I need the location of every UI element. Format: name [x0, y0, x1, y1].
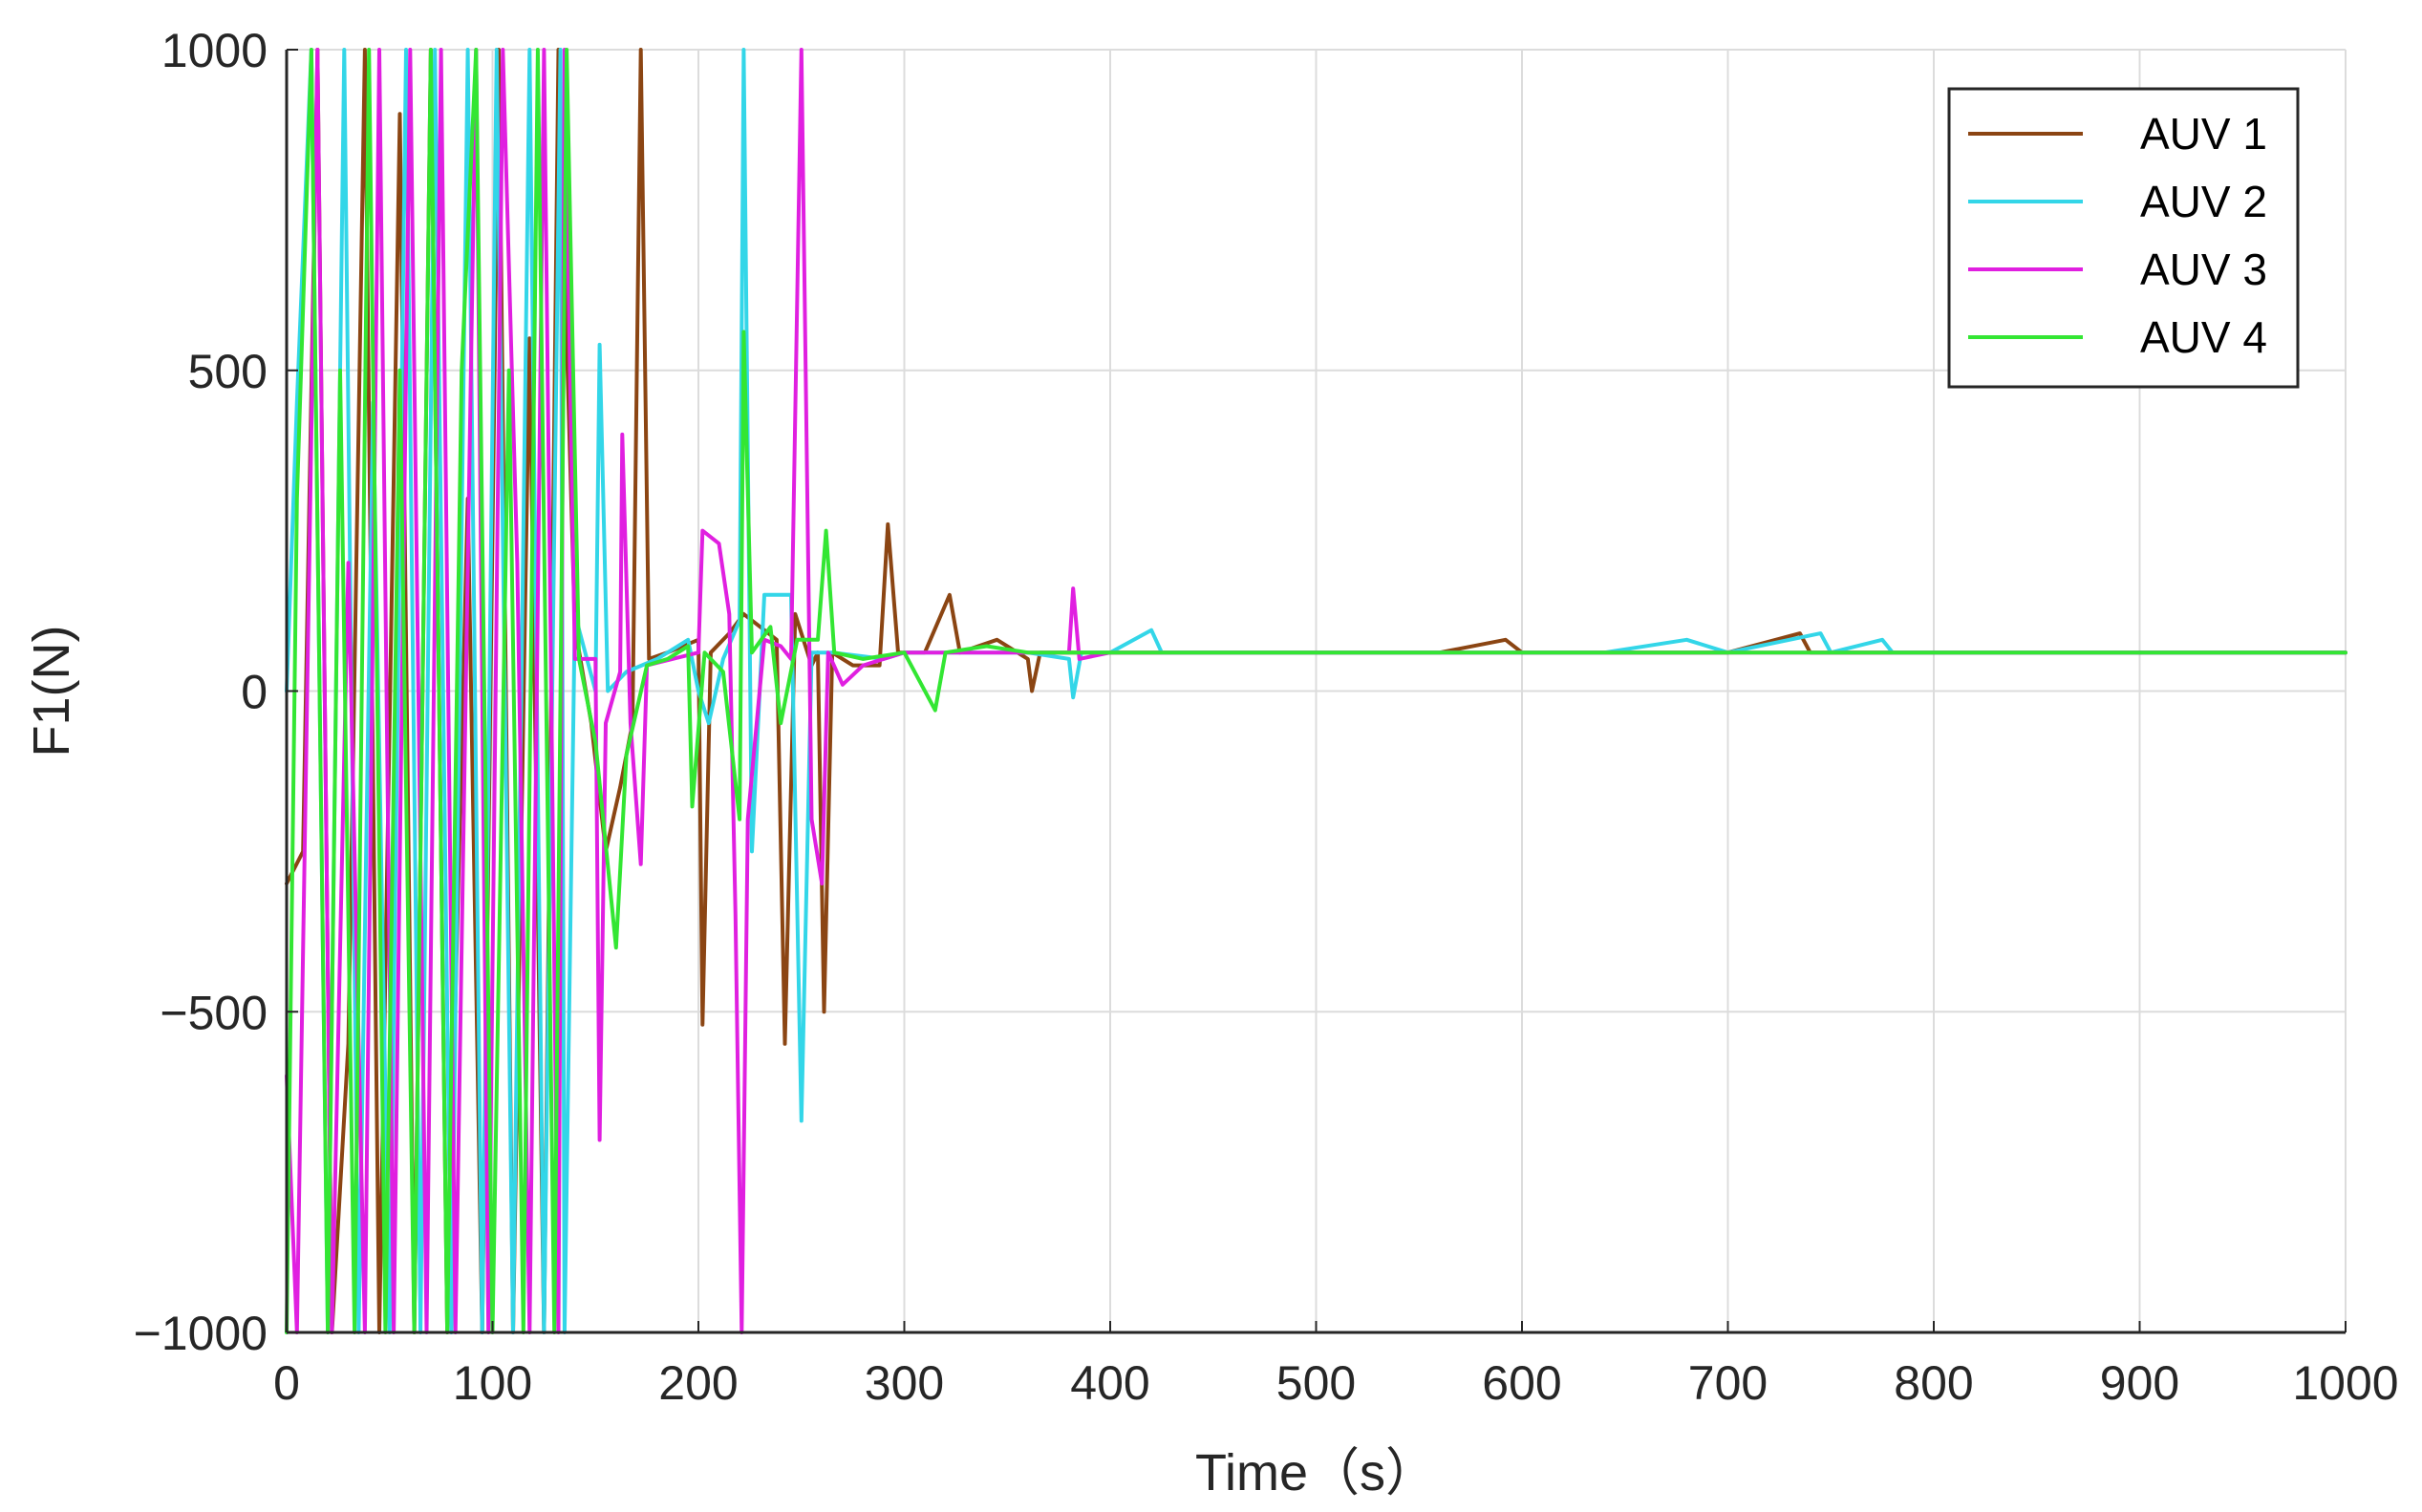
x-tick-label: 900	[2100, 1356, 2179, 1410]
x-tick-label: 700	[1688, 1356, 1768, 1410]
y-tick-label: −500	[160, 986, 268, 1039]
x-axis-title: Time（s）	[1195, 1444, 1437, 1501]
x-tick-labels: 0 100 200 300 400 500 600 700 800 900 1000	[273, 1356, 2399, 1410]
plot-series	[285, 48, 2347, 1334]
x-tick-label: 0	[273, 1356, 300, 1410]
x-tick-label: 300	[865, 1356, 944, 1410]
series-line-auv-1	[285, 48, 2347, 1334]
y-axis-title: F1(N)	[23, 626, 80, 757]
y-tick-label: 500	[188, 345, 268, 398]
series-line-auv-4	[285, 48, 2347, 1334]
legend: AUV 1 AUV 2 AUV 3 AUV 4	[1947, 87, 2300, 389]
x-tick-label: 100	[453, 1356, 532, 1410]
y-tick-label: −1000	[134, 1307, 268, 1360]
y-tick-label: 1000	[161, 24, 268, 77]
x-tick-label: 200	[658, 1356, 738, 1410]
x-tick-label: 1000	[2292, 1356, 2398, 1410]
legend-label: AUV 4	[2140, 312, 2267, 362]
legend-label: AUV 1	[2140, 109, 2267, 159]
x-tick-label: 600	[1482, 1356, 1561, 1410]
y-tick-label: 0	[241, 666, 268, 719]
x-tick-label: 500	[1276, 1356, 1356, 1410]
x-tick-label: 800	[1894, 1356, 1973, 1410]
legend-label: AUV 3	[2140, 245, 2267, 294]
axes	[285, 49, 2347, 1334]
legend-label: AUV 2	[2140, 177, 2267, 226]
y-tick-labels: −1000 −500 0 500 1000	[134, 24, 268, 1360]
x-tick-label: 400	[1070, 1356, 1149, 1410]
